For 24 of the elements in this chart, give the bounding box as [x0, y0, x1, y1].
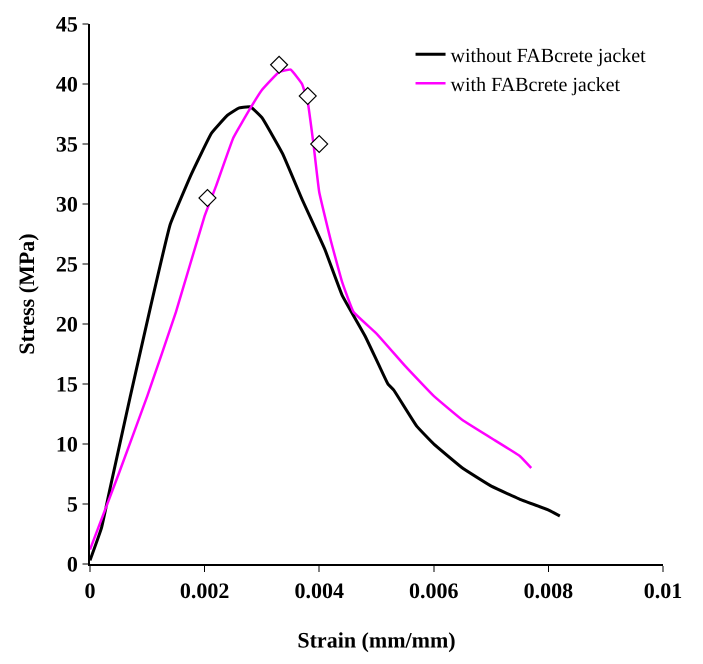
point [270, 56, 288, 74]
x-tick-label: 0.004 [294, 578, 344, 604]
y-tick-label: 45 [56, 12, 78, 37]
y-tick-label: 40 [56, 72, 78, 97]
point [310, 134, 328, 154]
legend-label: without FABcrete jacket [450, 45, 646, 68]
point [198, 188, 217, 208]
point [298, 86, 317, 106]
y-tick-label: 5 [66, 492, 78, 517]
x-tick-label: 0 [84, 578, 96, 604]
y-tick-label: 35 [56, 132, 78, 157]
x-tick-label: 0.008 [524, 578, 574, 604]
legend-label: with FABcrete jacket [450, 74, 621, 96]
y-tick-label: 0 [66, 552, 78, 577]
y-tick-label: 10 [56, 432, 78, 457]
y-tick-label: 30 [56, 192, 78, 217]
x-axis-title: Strain (mm/mm) [297, 628, 456, 653]
y-tick-label: 15 [56, 372, 78, 397]
y-tick-label: 20 [56, 312, 78, 337]
x-tick-label: 0.01 [644, 578, 682, 604]
x-tick-label: 0.006 [409, 578, 459, 604]
x-tick-label: 0.002 [180, 578, 230, 604]
y-tick-label: 25 [56, 252, 78, 277]
y-axis-title: Stress (MPa) [14, 233, 40, 355]
